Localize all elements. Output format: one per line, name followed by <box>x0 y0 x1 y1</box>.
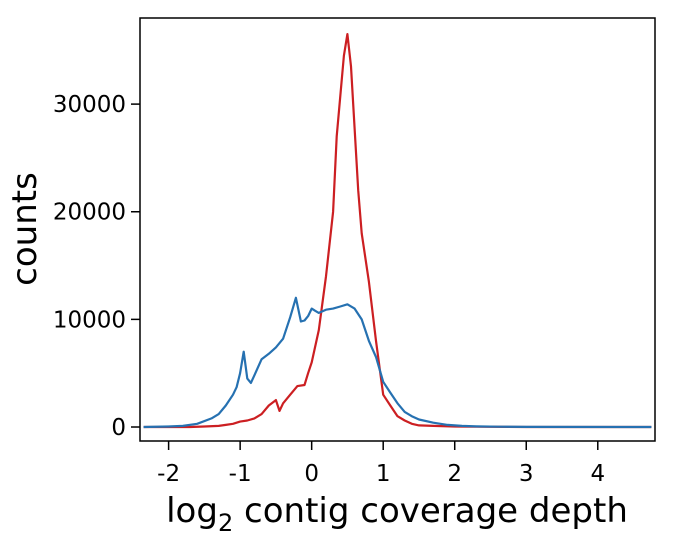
series-line-2 <box>143 296 652 429</box>
x-axis-ticks: -2 -1 0 1 2 3 4 <box>157 441 605 487</box>
y-tick-label: 20000 <box>53 200 126 226</box>
series-line-1 <box>143 32 652 429</box>
x-axis-title-subscript: 2 <box>218 509 233 537</box>
y-axis-title: counts <box>5 172 45 286</box>
y-axis-ticks: 0 10000 20000 30000 <box>53 92 140 441</box>
x-axis-title-rest: contig coverage depth <box>233 491 628 531</box>
plot-frame <box>139 17 656 442</box>
y-tick-label: 0 <box>111 415 126 441</box>
x-tick-label: 0 <box>304 461 319 487</box>
y-tick-label: 30000 <box>53 92 126 118</box>
x-axis-title: log2 contig coverage depth <box>166 491 628 537</box>
x-tick-label: 1 <box>376 461 391 487</box>
series-lines <box>143 32 652 429</box>
x-tick-label: -1 <box>229 461 252 487</box>
x-tick-label: -2 <box>157 461 180 487</box>
y-tick-label: 10000 <box>53 307 126 333</box>
x-tick-label: 3 <box>519 461 534 487</box>
x-tick-label: 2 <box>447 461 462 487</box>
x-tick-label: 4 <box>590 461 605 487</box>
x-axis-title-main: log <box>166 491 218 531</box>
